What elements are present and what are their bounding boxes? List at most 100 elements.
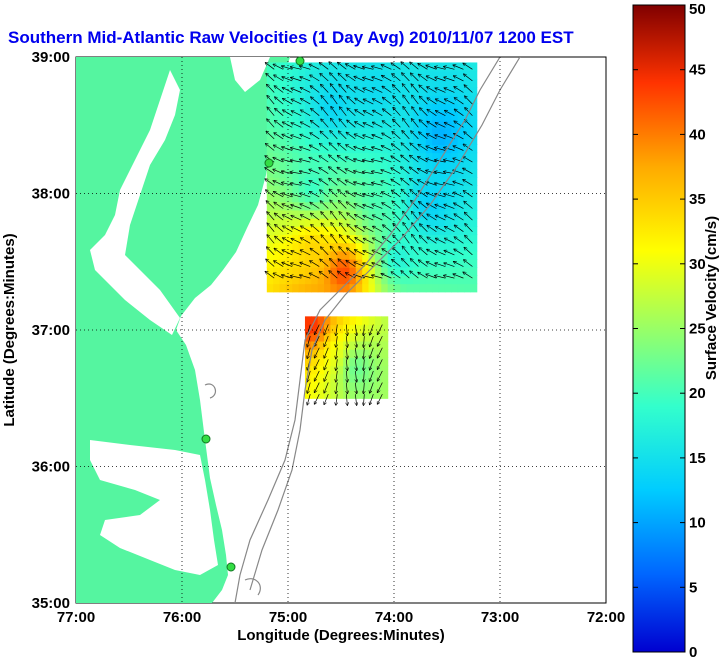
current-vector [410,271,419,279]
velocity-cell [355,62,363,72]
current-vector [372,160,383,163]
velocity-cell [394,218,401,227]
colorbar-tick-label: 0 [689,644,697,659]
velocity-cell [387,144,395,154]
velocity-cell [394,127,401,137]
velocity-cell [381,119,389,129]
velocity-cell [330,160,338,170]
velocity-cell [273,177,281,186]
velocity-cell [355,226,363,236]
velocity-cell [317,62,325,72]
velocity-cell [336,78,344,88]
velocity-cell [330,357,338,367]
current-vector [355,87,365,93]
current-vector [320,201,329,209]
velocity-cell [444,160,452,170]
velocity-cell [311,127,319,137]
current-vector [283,122,293,128]
current-vector [320,259,329,267]
current-vector [402,131,410,140]
current-vector [314,370,320,381]
velocity-cell [343,250,351,260]
current-vector [435,135,446,140]
velocity-cell [285,283,293,293]
velocity-cell [451,87,459,96]
velocity-cell [285,259,293,268]
velocity-cell [457,234,465,244]
current-vector [382,76,392,82]
velocity-cell [451,218,459,227]
velocity-cell [330,209,338,219]
current-vector [275,236,284,244]
colorbar-tick-label: 5 [689,579,697,596]
velocity-cell [355,152,363,162]
current-vector [372,66,383,70]
velocity-cell [425,185,433,195]
velocity-cell [419,136,427,145]
velocity-cell [413,95,421,105]
velocity-cell [330,332,338,342]
current-vector [412,95,419,105]
velocity-cell [324,62,331,72]
current-vector [372,135,383,140]
velocity-cell [470,226,478,236]
current-vector [266,144,275,151]
velocity-cell [432,250,440,260]
velocity-cell [324,193,331,203]
velocity-cell [292,218,300,227]
current-vector [309,181,320,186]
velocity-cell [355,160,363,170]
current-vector [336,382,337,394]
velocity-cell [368,185,376,195]
current-vector [454,76,464,82]
current-vector [402,259,410,267]
current-vector [300,275,311,279]
velocity-cell [451,275,459,285]
current-vector [465,96,473,105]
velocity-cell [266,242,274,252]
current-vector [346,394,347,405]
velocity-cell [324,152,331,162]
velocity-cell [368,70,376,80]
velocity-cell [349,349,357,358]
current-vector [307,336,311,347]
velocity-cell [285,185,293,195]
velocity-cell [381,373,389,383]
colorbar-tick-label: 35 [689,191,706,208]
current-vector [314,394,320,404]
current-vector [401,143,410,151]
grid-lines [76,57,606,603]
current-vector [338,73,347,82]
velocity-cell [438,127,446,137]
velocity-cell [413,234,421,244]
current-vector [381,65,392,70]
velocity-cell [311,283,319,293]
velocity-cell [343,185,351,195]
current-vector [336,336,337,347]
velocity-cell [324,209,331,219]
velocity-cell [394,267,401,276]
current-vector [300,77,311,82]
velocity-cell [317,144,325,154]
velocity-cell [425,177,433,186]
velocity-cell [381,168,389,178]
current-vector [363,67,374,70]
current-vector [355,110,365,116]
velocity-cell [349,119,357,129]
radar-stations [201,56,305,572]
velocity-cell [406,87,414,96]
current-vector [336,347,337,359]
velocity-cell [419,87,427,96]
velocity-cell [330,381,338,391]
velocity-cell [285,111,293,121]
velocity-cell [438,103,446,113]
current-vector [355,394,356,405]
current-vector [324,394,329,404]
current-vector [346,191,356,198]
velocity-cell [387,250,395,260]
velocity-cell [451,185,459,195]
current-vector [435,205,446,209]
velocity-cell [330,111,338,121]
current-vector [309,64,320,70]
velocity-cell [470,127,478,137]
